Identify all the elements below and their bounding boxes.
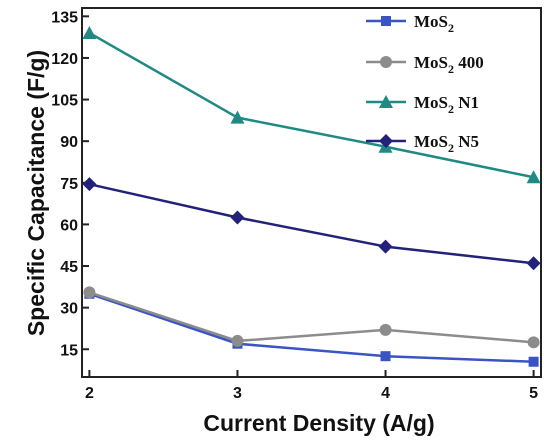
data-point: [82, 25, 97, 39]
legend-marker: [379, 95, 393, 108]
legend: MoS2 MoS2 400 MoS2 N1 MoS2 N5: [366, 12, 484, 155]
legend-label: MoS2 400: [414, 53, 484, 76]
legend-label: MoS2: [414, 12, 454, 35]
legend-marker: [380, 56, 392, 68]
series-0: [84, 288, 539, 367]
plot-frame: [81, 7, 542, 378]
y-tick-label: 105: [51, 93, 78, 110]
y-tick-label: 60: [60, 217, 78, 234]
legend-item: MoS2 400: [366, 53, 484, 76]
y-tick-label: 135: [51, 9, 78, 26]
y-tick-label: 30: [60, 301, 78, 318]
series-line: [89, 291, 534, 344]
series-line: [88, 31, 534, 179]
legend-item: MoS2: [366, 12, 454, 35]
legend-marker: [381, 16, 391, 26]
y-axis-title: Specific Capacitance (F/g): [23, 50, 49, 336]
series-3: [82, 177, 541, 271]
series-layer: [82, 25, 541, 367]
data-point: [528, 356, 539, 367]
data-point: [83, 286, 96, 299]
x-tick-label: 4: [381, 385, 390, 402]
data-point: [82, 177, 97, 192]
data-point: [526, 256, 541, 271]
plot-area: [81, 7, 542, 378]
data-point: [527, 336, 540, 349]
data-point: [380, 351, 391, 362]
data-point: [378, 239, 393, 254]
y-tick-label: 90: [60, 134, 78, 151]
y-tick-label: 45: [60, 259, 78, 276]
series-line: [89, 182, 534, 265]
x-tick-label: 5: [529, 385, 538, 402]
series-line: [89, 292, 534, 363]
data-point: [231, 334, 244, 347]
legend-item: MoS2 N5: [366, 132, 479, 155]
x-tick-label: 3: [233, 385, 242, 402]
data-point: [526, 170, 541, 184]
y-tick-label: 120: [51, 51, 78, 68]
x-axis-title: Current Density (A/g): [203, 410, 434, 436]
x-axis: 2 3 4 5: [85, 370, 538, 402]
y-tick-label: 75: [60, 176, 78, 193]
y-tick-label: 15: [60, 342, 78, 359]
data-point: [379, 323, 392, 336]
series-2: [82, 25, 541, 184]
series-1: [83, 286, 540, 349]
data-point: [230, 210, 245, 225]
data-point: [230, 110, 245, 124]
legend-label: MoS2 N5: [414, 132, 479, 155]
legend-marker: [379, 134, 393, 148]
legend-label: MoS2 N1: [414, 93, 479, 116]
x-tick-label: 2: [85, 385, 94, 402]
legend-item: MoS2 N1: [366, 93, 479, 116]
